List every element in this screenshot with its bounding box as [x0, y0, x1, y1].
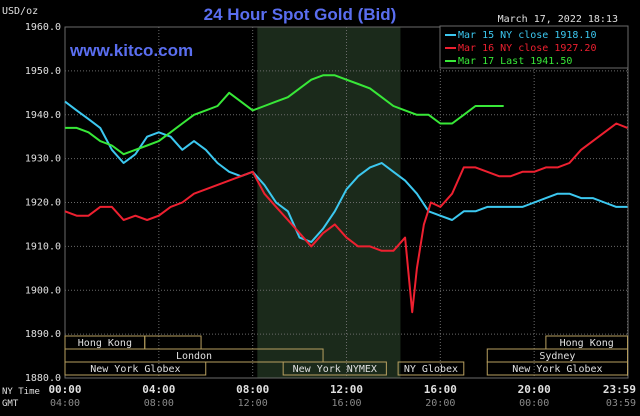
session-label: New York NYMEX: [293, 364, 377, 375]
x-tick-label-ny: 08:00: [236, 383, 269, 396]
session-bar: New York Globex: [486, 361, 629, 376]
y-tick-label: 1950.0: [25, 66, 61, 77]
session-bar: NY Globex: [397, 361, 465, 376]
y-tick-label: 1920.0: [25, 198, 61, 209]
legend: Mar 15 NY close 1918.10 Mar 16 NY close 1…: [439, 25, 629, 69]
session-box: [486, 361, 629, 376]
session-label: New York Globex: [90, 364, 180, 375]
x-tick-label-gmt: 00:00: [519, 398, 549, 409]
chart-title: 24 Hour Spot Gold (Bid): [204, 5, 397, 24]
x-tick-label-gmt: 04:00: [50, 398, 80, 409]
grid-layer: [64, 26, 629, 379]
session-label: Sydney: [539, 351, 575, 362]
session-box: [64, 361, 207, 376]
chart-timestamp: March 17, 2022 18:13: [498, 14, 618, 25]
series-line-0: [64, 100, 628, 243]
x-row-label-ny: NY Time: [2, 387, 40, 397]
x-tick-label-gmt: 03:59: [606, 398, 636, 409]
legend-entry: Mar 16 NY close 1927.20: [458, 43, 596, 54]
y-tick-label: 1930.0: [25, 154, 61, 165]
x-tick-label-gmt: 12:00: [238, 398, 268, 409]
session-label: NY Globex: [404, 364, 458, 375]
session-bar: New York NYMEX: [282, 361, 387, 376]
session-label: New York Globex: [512, 364, 602, 375]
y-tick-label: 1940.0: [25, 110, 61, 121]
session-label: London: [176, 351, 212, 362]
x-tick-label-gmt: 16:00: [331, 398, 361, 409]
y-tick-label: 1890.0: [25, 329, 61, 340]
series-layer: [64, 74, 628, 314]
x-tick-label-ny: 23:59: [603, 383, 636, 396]
y-tick-label: 1910.0: [25, 241, 61, 252]
y-tick-label: 1900.0: [25, 285, 61, 296]
x-tick-label-gmt: 08:00: [144, 398, 174, 409]
session-label: Hong Kong: [560, 338, 614, 349]
legend-entry: Mar 15 NY close 1918.10: [458, 30, 596, 41]
y-axis-ticks: 1960.0 1950.0 1940.0 1930.0 1920.0 1910.0 1900…: [25, 22, 61, 384]
x-tick-label-ny: 12:00: [330, 383, 363, 396]
legend-entry: Mar 17 Last 1941.50: [458, 56, 572, 67]
y-tick-label: 1960.0: [25, 22, 61, 33]
series-line-1: [64, 122, 628, 314]
x-axis-ticks: 00:00 04:00 04:00 08:00 08:00 12:00 12:00 16:00…: [48, 383, 636, 409]
session-box: [282, 361, 387, 376]
x-tick-label-ny: 00:00: [48, 383, 81, 396]
session-box: [397, 361, 465, 376]
session-bar: New York Globex: [64, 361, 207, 376]
legend-box: [439, 25, 629, 69]
x-tick-label-ny: 20:00: [518, 383, 551, 396]
x-tick-label-gmt: 20:00: [425, 398, 455, 409]
watermark: www.kitco.com: [69, 41, 193, 60]
session-label: Hong Kong: [78, 338, 132, 349]
x-tick-label-ny: 16:00: [424, 383, 457, 396]
x-row-label-gmt: GMT: [2, 399, 19, 409]
plot-border: [64, 26, 629, 379]
trading-sessions: Hong Kong London New York Globex New York N…: [64, 335, 629, 376]
y-tick-label: 1880.0: [25, 373, 61, 384]
x-tick-label-ny: 04:00: [142, 383, 175, 396]
y-axis-label: USD/oz: [2, 6, 38, 17]
series-line-2: [65, 74, 504, 156]
